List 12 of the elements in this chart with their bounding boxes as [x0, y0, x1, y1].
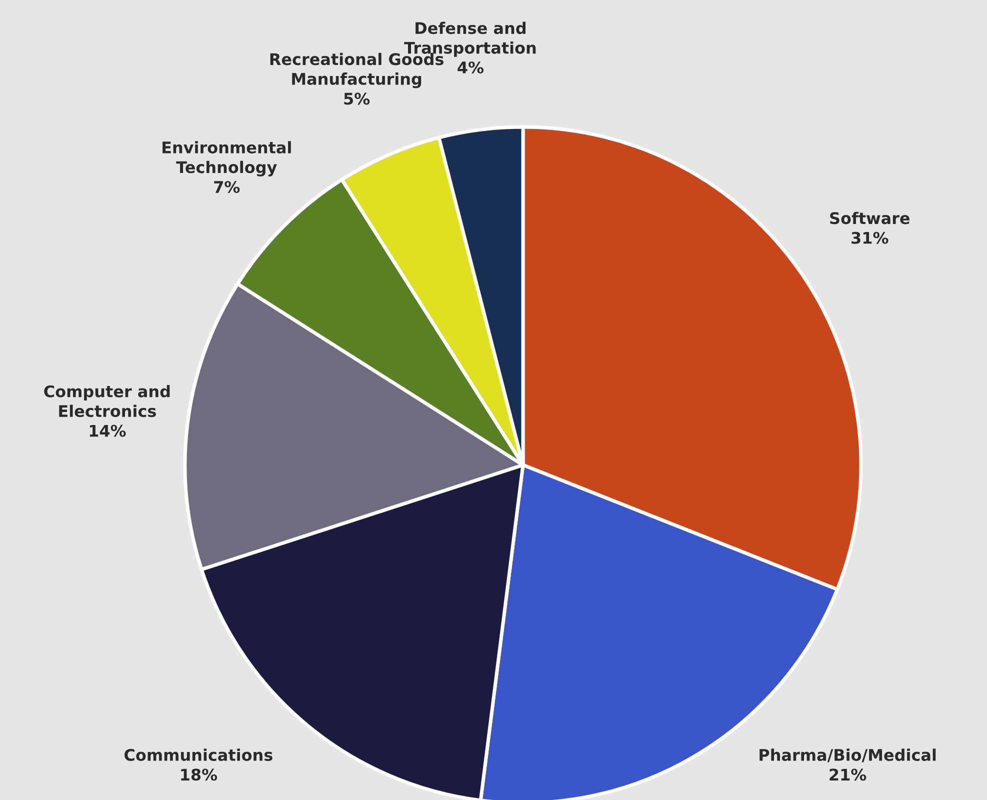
slice-label: Communications [124, 748, 272, 761]
slice-label: Environmental Technology [162, 141, 291, 176]
slice-label: Pharma/Bio/Medical [760, 748, 936, 762]
data-label: 14% [90, 424, 126, 437]
data-label: 5% [344, 92, 370, 105]
data-label: 4% [458, 61, 484, 74]
data-label: 18% [181, 768, 218, 781]
slice-label: Software [830, 212, 910, 224]
slice-label: Computer and Electronics [44, 385, 170, 418]
data-label: 31% [852, 232, 888, 244]
data-label: 21% [830, 768, 866, 781]
data-label: 7% [214, 180, 240, 194]
